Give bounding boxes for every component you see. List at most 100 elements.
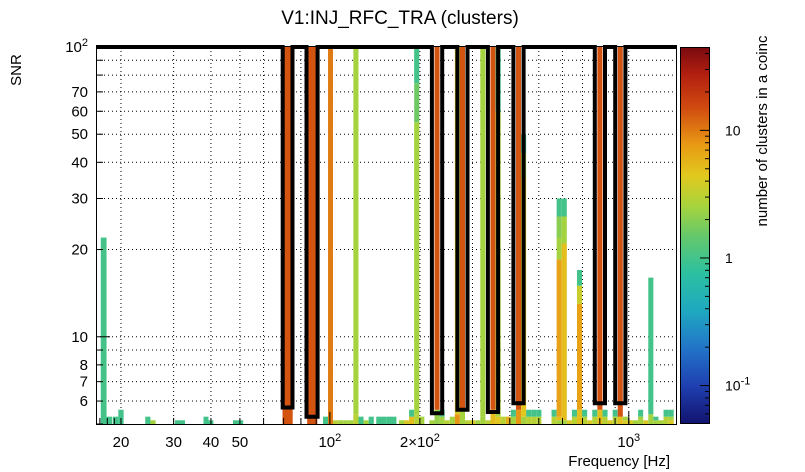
- heatmap-cell: [663, 416, 669, 424]
- heatmap-cell: [612, 409, 618, 417]
- heatmap-cell: [658, 420, 664, 424]
- x-tick-label: 103: [617, 432, 640, 451]
- heatmap-cell: [419, 416, 425, 424]
- heatmap-cell: [439, 416, 445, 424]
- heatmap-cell: [648, 277, 654, 415]
- heatmap-cell: [617, 416, 623, 424]
- heatmap-cell: [358, 416, 364, 424]
- heatmap-cell: [597, 409, 603, 424]
- heatmap-cell: [561, 420, 567, 424]
- heatmap-cell: [602, 409, 608, 417]
- heatmap-cell: [409, 409, 415, 417]
- heatmap-cell: [556, 237, 562, 260]
- heatmap-cell: [638, 416, 644, 424]
- heatmap-cell: [653, 416, 659, 421]
- y-tick-label: 60: [71, 103, 88, 120]
- heatmap-cell: [531, 409, 537, 417]
- heatmap-cell: [113, 416, 119, 424]
- colorbar-tick-label: 10-1: [725, 376, 750, 394]
- heatmap-cell: [582, 416, 588, 424]
- heatmap-cell: [551, 409, 557, 417]
- heatmap-cell: [363, 420, 369, 424]
- heatmap-cell: [323, 416, 329, 424]
- heatmap-cell: [343, 420, 349, 424]
- heatmap-cell: [444, 420, 450, 424]
- heatmap-cell: [485, 420, 491, 424]
- heatmap-cell: [632, 420, 639, 424]
- heatmap-cell: [531, 416, 537, 424]
- plot-frame: [96, 46, 677, 425]
- heatmap-cell: [587, 420, 593, 424]
- heatmap-cell: [203, 416, 209, 424]
- heatmap-cell: [627, 420, 633, 424]
- colorbar-tick-label: 10: [725, 122, 741, 138]
- heatmap-cell: [556, 216, 562, 238]
- colorbar-label: number of clusters in a coinc: [754, 35, 771, 226]
- heatmap-cell: [622, 420, 628, 424]
- heatmap-cell: [576, 269, 583, 286]
- axes: 20 30 40 50 102 2×102 103 6 78 10 20 30 40 50 60 70 102: [65, 37, 640, 451]
- heatmap-cell: [592, 416, 598, 424]
- heatmap-cell: [174, 420, 186, 424]
- heatmap-cell: [404, 420, 410, 424]
- heatmap-cell: [414, 414, 420, 424]
- x-tick-label: 2×102: [400, 432, 440, 451]
- heatmap-cell: [592, 409, 598, 417]
- heatmap-cell: [449, 416, 455, 424]
- heatmap-cell: [668, 416, 674, 421]
- y-tick-label: 40: [71, 154, 88, 171]
- heatmap-cell: [480, 47, 486, 417]
- heatmap-cell: [556, 420, 562, 424]
- heatmap-cell: [526, 416, 532, 424]
- heatmap-cell: [333, 420, 339, 424]
- heatmap-cell: [386, 416, 397, 424]
- heatmap-cell: [510, 409, 516, 417]
- y-tick-label: 70: [71, 84, 88, 101]
- heatmap-cell: [515, 409, 522, 424]
- heatmap-cell: [571, 416, 577, 424]
- chart-title: V1:INJ_RFC_TRA (clusters): [281, 8, 519, 29]
- heatmap-cell: [500, 416, 506, 424]
- heatmap-cell: [338, 420, 344, 424]
- heatmap-cell: [607, 420, 613, 424]
- heatmap-cell: [398, 420, 405, 424]
- heatmap-cell: [414, 47, 420, 84]
- heatmap-cell: [118, 409, 124, 424]
- heatmap-cell: [668, 409, 674, 417]
- heatmap-cell: [353, 47, 359, 415]
- heatmap-cell: [232, 420, 244, 424]
- heatmap-cell: [459, 47, 466, 410]
- heatmap-cell: [582, 409, 588, 417]
- heatmap-cell: [145, 416, 151, 424]
- heatmap-cell: [602, 416, 608, 424]
- heatmap-cell: [622, 416, 628, 421]
- grid-lines: [96, 47, 677, 424]
- heatmap-cell: [526, 409, 532, 417]
- heatmap-cell: [475, 420, 481, 424]
- y-tick-label: 8: [80, 357, 88, 374]
- heatmap-cell: [429, 420, 435, 424]
- heatmap-cell: [510, 416, 516, 424]
- heatmap-cell: [414, 83, 420, 123]
- colorbar-frame: [680, 47, 710, 424]
- y-tick-label: 50: [71, 126, 88, 143]
- heatmap-cell: [459, 409, 466, 424]
- heatmap-cell: [106, 416, 113, 424]
- heatmap-cell: [376, 416, 387, 424]
- heatmap-cell: [409, 416, 415, 424]
- heatmap-cell: [434, 47, 440, 410]
- heatmap-cell: [434, 409, 440, 424]
- heatmap-cell: [576, 409, 583, 424]
- y-axis-label: SNR: [8, 54, 25, 86]
- heatmap-cell: [556, 259, 562, 417]
- heatmap-cell: [353, 414, 359, 424]
- heatmap-cell: [414, 122, 420, 415]
- heatmap-cell: [505, 416, 511, 424]
- heatmap-cell: [368, 416, 374, 424]
- y-tick-label: 6: [80, 393, 88, 410]
- heatmap-cell: [551, 416, 557, 424]
- heatmap-cell: [150, 420, 156, 424]
- heatmap-cell: [617, 47, 623, 417]
- heatmap-cell: [561, 243, 567, 421]
